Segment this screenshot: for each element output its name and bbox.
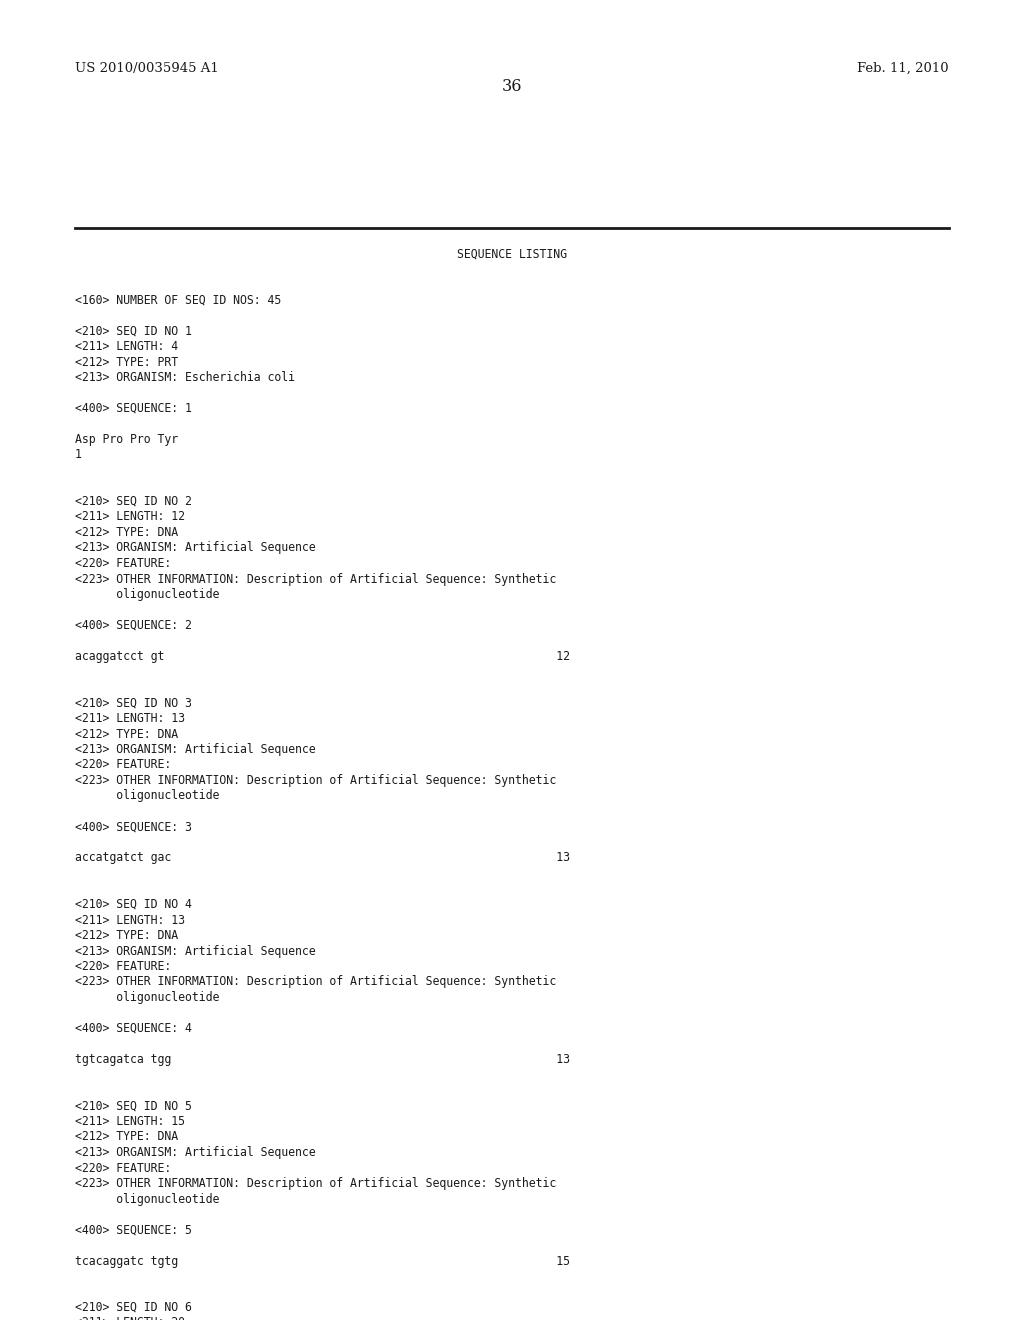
- Text: <400> SEQUENCE: 3: <400> SEQUENCE: 3: [75, 821, 191, 833]
- Text: <211> LENGTH: 4: <211> LENGTH: 4: [75, 341, 178, 352]
- Text: <213> ORGANISM: Artificial Sequence: <213> ORGANISM: Artificial Sequence: [75, 541, 315, 554]
- Text: <213> ORGANISM: Artificial Sequence: <213> ORGANISM: Artificial Sequence: [75, 945, 315, 957]
- Text: <400> SEQUENCE: 1: <400> SEQUENCE: 1: [75, 403, 191, 414]
- Text: 36: 36: [502, 78, 522, 95]
- Text: oligonucleotide: oligonucleotide: [75, 789, 219, 803]
- Text: acaggatcct gt                                                         12: acaggatcct gt 12: [75, 649, 570, 663]
- Text: US 2010/0035945 A1: US 2010/0035945 A1: [75, 62, 219, 75]
- Text: <213> ORGANISM: Artificial Sequence: <213> ORGANISM: Artificial Sequence: [75, 1146, 315, 1159]
- Text: <210> SEQ ID NO 6: <210> SEQ ID NO 6: [75, 1302, 191, 1313]
- Text: <400> SEQUENCE: 4: <400> SEQUENCE: 4: [75, 1022, 191, 1035]
- Text: Feb. 11, 2010: Feb. 11, 2010: [857, 62, 949, 75]
- Text: <210> SEQ ID NO 4: <210> SEQ ID NO 4: [75, 898, 191, 911]
- Text: SEQUENCE LISTING: SEQUENCE LISTING: [457, 248, 567, 261]
- Text: <212> TYPE: DNA: <212> TYPE: DNA: [75, 525, 178, 539]
- Text: oligonucleotide: oligonucleotide: [75, 587, 219, 601]
- Text: <223> OTHER INFORMATION: Description of Artificial Sequence: Synthetic: <223> OTHER INFORMATION: Description of …: [75, 1177, 556, 1191]
- Text: <211> LENGTH: 13: <211> LENGTH: 13: [75, 711, 185, 725]
- Text: <210> SEQ ID NO 3: <210> SEQ ID NO 3: [75, 697, 191, 710]
- Text: <220> FEATURE:: <220> FEATURE:: [75, 1162, 171, 1175]
- Text: <211> LENGTH: 12: <211> LENGTH: 12: [75, 511, 185, 524]
- Text: <400> SEQUENCE: 2: <400> SEQUENCE: 2: [75, 619, 191, 632]
- Text: <223> OTHER INFORMATION: Description of Artificial Sequence: Synthetic: <223> OTHER INFORMATION: Description of …: [75, 975, 556, 989]
- Text: tgtcagatca tgg                                                        13: tgtcagatca tgg 13: [75, 1053, 570, 1067]
- Text: <220> FEATURE:: <220> FEATURE:: [75, 960, 171, 973]
- Text: <213> ORGANISM: Escherichia coli: <213> ORGANISM: Escherichia coli: [75, 371, 295, 384]
- Text: <212> TYPE: PRT: <212> TYPE: PRT: [75, 355, 178, 368]
- Text: <212> TYPE: DNA: <212> TYPE: DNA: [75, 1130, 178, 1143]
- Text: <220> FEATURE:: <220> FEATURE:: [75, 759, 171, 771]
- Text: <212> TYPE: DNA: <212> TYPE: DNA: [75, 727, 178, 741]
- Text: <210> SEQ ID NO 1: <210> SEQ ID NO 1: [75, 325, 191, 338]
- Text: <220> FEATURE:: <220> FEATURE:: [75, 557, 171, 570]
- Text: <400> SEQUENCE: 5: <400> SEQUENCE: 5: [75, 1224, 191, 1237]
- Text: <213> ORGANISM: Artificial Sequence: <213> ORGANISM: Artificial Sequence: [75, 743, 315, 756]
- Text: oligonucleotide: oligonucleotide: [75, 1192, 219, 1205]
- Text: accatgatct gac                                                        13: accatgatct gac 13: [75, 851, 570, 865]
- Text: <211> LENGTH: 13: <211> LENGTH: 13: [75, 913, 185, 927]
- Text: <223> OTHER INFORMATION: Description of Artificial Sequence: Synthetic: <223> OTHER INFORMATION: Description of …: [75, 774, 556, 787]
- Text: <211> LENGTH: 15: <211> LENGTH: 15: [75, 1115, 185, 1129]
- Text: <210> SEQ ID NO 2: <210> SEQ ID NO 2: [75, 495, 191, 508]
- Text: <223> OTHER INFORMATION: Description of Artificial Sequence: Synthetic: <223> OTHER INFORMATION: Description of …: [75, 573, 556, 586]
- Text: Asp Pro Pro Tyr: Asp Pro Pro Tyr: [75, 433, 178, 446]
- Text: 1: 1: [75, 449, 82, 462]
- Text: <212> TYPE: DNA: <212> TYPE: DNA: [75, 929, 178, 942]
- Text: <160> NUMBER OF SEQ ID NOS: 45: <160> NUMBER OF SEQ ID NOS: 45: [75, 293, 282, 306]
- Text: <210> SEQ ID NO 5: <210> SEQ ID NO 5: [75, 1100, 191, 1113]
- Text: oligonucleotide: oligonucleotide: [75, 991, 219, 1005]
- Text: <211> LENGTH: 20: <211> LENGTH: 20: [75, 1316, 185, 1320]
- Text: tcacaggatc tgtg                                                       15: tcacaggatc tgtg 15: [75, 1254, 570, 1267]
